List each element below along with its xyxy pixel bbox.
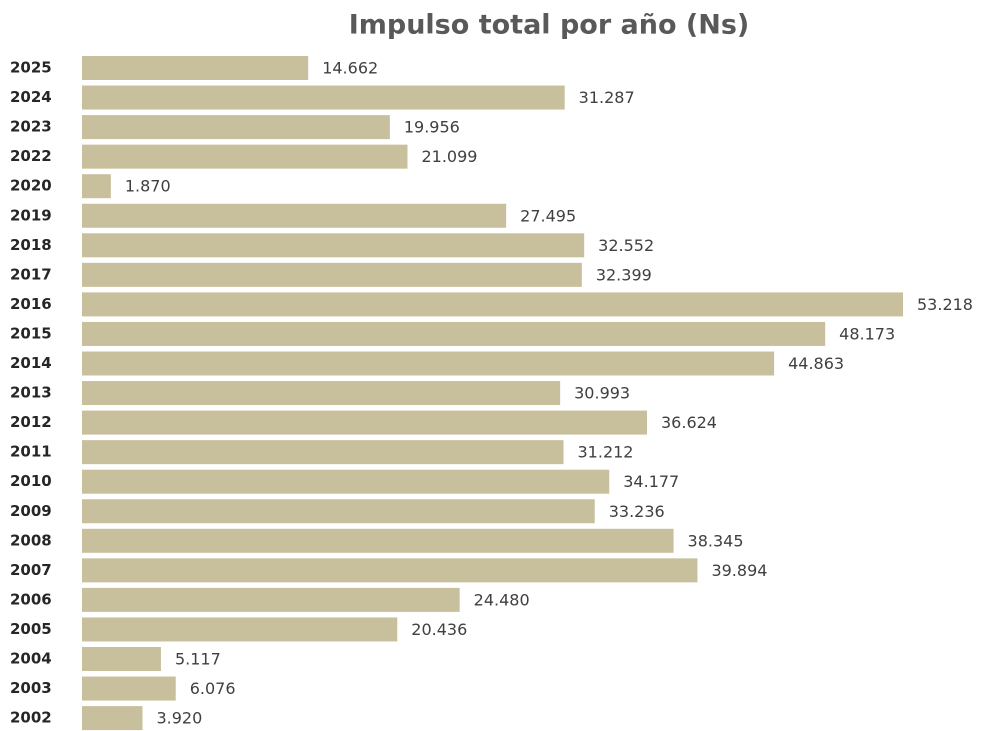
value-label: 19.956: [404, 118, 460, 137]
y-tick-label: 2024: [10, 88, 52, 106]
bar: [82, 647, 161, 671]
bar: [82, 144, 408, 169]
bar: [82, 262, 582, 287]
value-label: 30.993: [574, 384, 630, 403]
bar: [82, 321, 826, 346]
y-tick-label: 2017: [10, 265, 52, 283]
value-label: 38.345: [688, 531, 744, 550]
value-label: 3.920: [156, 709, 202, 728]
y-tick-label: 2016: [10, 295, 52, 313]
y-tick-label: 2023: [10, 118, 52, 136]
value-label: 53.218: [917, 295, 973, 314]
y-tick-label: 2018: [10, 236, 52, 254]
bar: [82, 617, 398, 642]
y-tick-label: 2010: [10, 472, 52, 490]
bar: [82, 558, 698, 583]
bar: [82, 410, 648, 435]
y-tick-label: 2003: [10, 679, 52, 697]
value-label: 48.173: [839, 324, 895, 343]
y-tick-label: 2012: [10, 413, 52, 431]
value-label: 39.894: [711, 561, 767, 580]
value-label: 27.495: [520, 206, 576, 225]
value-label: 31.287: [579, 88, 635, 107]
bar: [82, 174, 111, 199]
y-tick-label: 2019: [10, 206, 52, 224]
bar: [82, 528, 674, 553]
bar: [82, 56, 309, 80]
y-tick-label: 2002: [10, 709, 52, 727]
y-tick-label: 2007: [10, 561, 52, 579]
bar: [82, 499, 595, 524]
bar: [82, 351, 775, 376]
y-tick-label: 2020: [10, 177, 52, 195]
value-label: 31.212: [578, 443, 634, 462]
value-label: 32.399: [596, 265, 652, 284]
y-tick-label: 2004: [10, 650, 52, 668]
bar: [82, 587, 460, 612]
y-tick-label: 2025: [10, 59, 52, 77]
value-label: 21.099: [421, 147, 477, 166]
value-label: 5.117: [175, 650, 221, 669]
value-label: 32.552: [598, 236, 654, 255]
y-tick-label: 2006: [10, 590, 52, 608]
value-label: 34.177: [623, 472, 679, 491]
bar: [82, 292, 903, 317]
y-tick-label: 2005: [10, 620, 52, 638]
bar: [82, 233, 585, 258]
y-tick-label: 2022: [10, 147, 52, 165]
value-label: 6.076: [190, 679, 236, 698]
y-tick-label: 2013: [10, 384, 52, 402]
value-label: 14.662: [322, 59, 378, 78]
bar: [82, 469, 610, 494]
y-tick-label: 2014: [10, 354, 52, 372]
value-label: 44.863: [788, 354, 844, 373]
chart-title: Impulso total por año (Ns): [349, 10, 750, 41]
value-label: 36.624: [661, 413, 717, 432]
bar: [82, 115, 390, 140]
value-label: 24.480: [474, 590, 530, 609]
y-tick-label: 2015: [10, 324, 52, 342]
bar: [82, 676, 176, 701]
value-label: 20.436: [411, 620, 467, 639]
value-label: 1.870: [125, 177, 171, 196]
bar: [82, 85, 565, 110]
y-tick-label: 2011: [10, 443, 52, 461]
y-tick-label: 2008: [10, 531, 52, 549]
value-label: 33.236: [609, 502, 665, 521]
bar: [82, 440, 564, 465]
bar: [82, 706, 143, 731]
y-tick-label: 2009: [10, 502, 52, 520]
bar: [82, 381, 561, 406]
bar: [82, 203, 507, 228]
